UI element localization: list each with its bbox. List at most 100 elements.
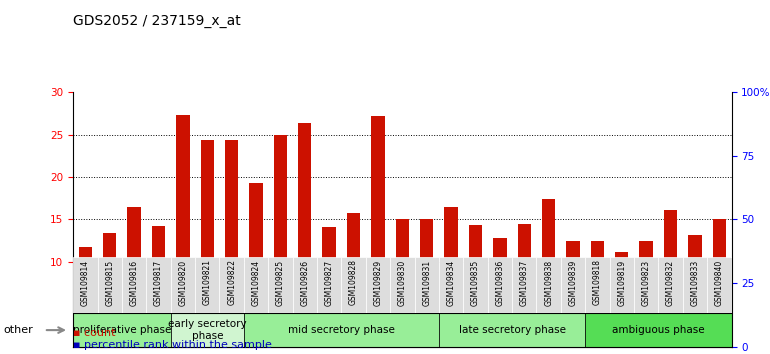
Text: ▪ percentile rank within the sample: ▪ percentile rank within the sample: [73, 340, 272, 350]
Bar: [371, 342, 385, 347]
Bar: [712, 343, 726, 347]
Text: GSM109833: GSM109833: [691, 259, 699, 306]
Bar: [268, 257, 293, 313]
Bar: [79, 342, 92, 347]
Bar: [439, 313, 585, 347]
Bar: [420, 343, 434, 347]
Bar: [273, 341, 287, 347]
Bar: [658, 257, 683, 313]
Bar: [688, 344, 701, 347]
Bar: [200, 139, 214, 347]
Bar: [298, 124, 312, 347]
Bar: [293, 257, 317, 313]
Bar: [464, 257, 487, 313]
Bar: [127, 207, 141, 347]
Bar: [371, 116, 385, 347]
Text: GSM109823: GSM109823: [641, 259, 651, 306]
Bar: [712, 219, 726, 347]
Bar: [591, 241, 604, 347]
Bar: [585, 257, 610, 313]
Bar: [444, 343, 458, 347]
Text: GSM109829: GSM109829: [373, 259, 383, 306]
Bar: [341, 257, 366, 313]
Bar: [487, 257, 512, 313]
Bar: [249, 183, 263, 347]
Bar: [195, 257, 219, 313]
Bar: [103, 343, 116, 347]
Bar: [171, 257, 195, 313]
Bar: [542, 199, 555, 347]
Bar: [79, 247, 92, 347]
Bar: [152, 226, 166, 347]
Text: late secretory phase: late secretory phase: [459, 325, 565, 335]
Bar: [493, 344, 507, 347]
Text: other: other: [4, 325, 34, 335]
Bar: [176, 343, 189, 347]
Text: GSM109820: GSM109820: [179, 259, 187, 306]
Bar: [566, 241, 580, 347]
Bar: [639, 344, 653, 347]
Text: GSM109838: GSM109838: [544, 259, 553, 306]
Bar: [122, 257, 146, 313]
Text: GSM109814: GSM109814: [81, 259, 90, 306]
Bar: [561, 257, 585, 313]
Bar: [225, 341, 239, 347]
Bar: [493, 238, 507, 347]
Bar: [688, 235, 701, 347]
Text: GSM109831: GSM109831: [422, 259, 431, 306]
Text: GSM109834: GSM109834: [447, 259, 456, 306]
Text: GSM109832: GSM109832: [666, 259, 675, 306]
Bar: [439, 257, 464, 313]
Bar: [634, 257, 658, 313]
Bar: [273, 135, 287, 347]
Bar: [420, 219, 434, 347]
Text: proliferative phase: proliferative phase: [72, 325, 171, 335]
Bar: [683, 257, 707, 313]
Bar: [585, 313, 732, 347]
Bar: [298, 341, 312, 347]
Bar: [346, 341, 360, 347]
Text: ▪ count: ▪ count: [73, 329, 116, 338]
Bar: [517, 224, 531, 347]
Bar: [244, 313, 439, 347]
Bar: [146, 257, 171, 313]
Bar: [73, 313, 171, 347]
Text: GSM109819: GSM109819: [618, 259, 626, 306]
Text: GSM109826: GSM109826: [300, 259, 310, 306]
Bar: [200, 341, 214, 347]
Bar: [469, 224, 482, 347]
Bar: [591, 344, 604, 347]
Text: GSM109817: GSM109817: [154, 259, 163, 306]
Text: GSM109827: GSM109827: [325, 259, 333, 306]
Bar: [639, 241, 653, 347]
Bar: [366, 257, 390, 313]
Bar: [566, 344, 580, 347]
Bar: [512, 257, 537, 313]
Bar: [610, 257, 634, 313]
Bar: [98, 257, 122, 313]
Bar: [171, 313, 244, 347]
Bar: [225, 141, 239, 347]
Text: GSM109824: GSM109824: [252, 259, 260, 306]
Bar: [615, 343, 628, 347]
Bar: [664, 210, 678, 347]
Bar: [396, 344, 409, 347]
Text: GSM109837: GSM109837: [520, 259, 529, 306]
Bar: [664, 343, 678, 347]
Text: GSM109840: GSM109840: [715, 259, 724, 306]
Text: GSM109825: GSM109825: [276, 259, 285, 306]
Bar: [414, 257, 439, 313]
Text: GSM109821: GSM109821: [203, 259, 212, 306]
Bar: [73, 257, 98, 313]
Text: GSM109816: GSM109816: [129, 259, 139, 306]
Bar: [469, 343, 482, 347]
Text: GSM109828: GSM109828: [349, 259, 358, 306]
Bar: [176, 115, 189, 347]
Bar: [103, 233, 116, 347]
Bar: [707, 257, 732, 313]
Bar: [244, 257, 268, 313]
Text: early secretory
phase: early secretory phase: [168, 319, 246, 341]
Bar: [127, 343, 141, 347]
Text: GSM109835: GSM109835: [471, 259, 480, 306]
Text: GSM109839: GSM109839: [568, 259, 578, 306]
